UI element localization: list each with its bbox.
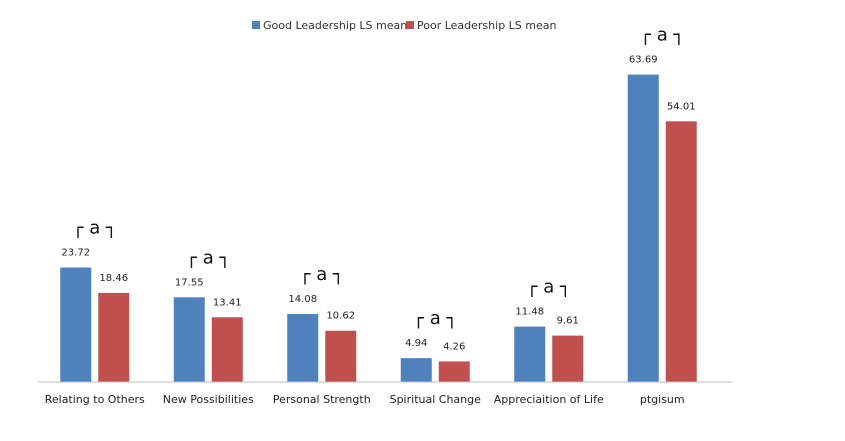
x-tick-label-4: Appreciaition of Life (494, 393, 604, 406)
value-label-good-2: 14.08 (288, 294, 317, 305)
bar-good-0 (60, 267, 92, 382)
legend: Good Leadership LS mean Poor Leadership … (252, 19, 557, 32)
bar-poor-3 (438, 361, 470, 382)
significance-annotation-2: ┌ a ┐ (300, 264, 344, 285)
legend-swatch-good (252, 21, 260, 29)
value-label-poor-3: 4.26 (443, 341, 465, 352)
x-tick-label-5: ptgisum (640, 393, 685, 406)
value-label-poor-0: 18.46 (99, 273, 128, 284)
x-tick-label-3: Spiritual Change (390, 393, 482, 406)
bar-poor-2 (325, 330, 357, 382)
bar-poor-5 (665, 121, 697, 382)
significance-annotation-5: ┌ a ┐ (640, 25, 684, 46)
significance-annotation-4: ┌ a ┐ (527, 277, 571, 298)
value-label-good-0: 23.72 (61, 248, 90, 259)
chart-frame: Good Leadership LS mean Poor Leadership … (38, 0, 828, 437)
x-tick-label-2: Personal Strength (273, 393, 371, 406)
value-label-good-4: 11.48 (515, 307, 544, 318)
bar-poor-4 (552, 335, 584, 382)
bar-good-2 (287, 314, 319, 382)
value-label-poor-5: 54.01 (667, 101, 696, 112)
bar-good-3 (400, 358, 432, 382)
bar-good-4 (514, 326, 546, 382)
bar-good-1 (173, 297, 205, 382)
bar-poor-1 (211, 317, 243, 382)
bar-poor-0 (98, 292, 130, 382)
legend-label-poor: Poor Leadership LS mean (417, 19, 557, 32)
value-label-poor-2: 10.62 (326, 311, 355, 322)
legend-label-good: Good Leadership LS mean (263, 19, 407, 32)
value-label-good-1: 17.55 (175, 277, 204, 288)
bar-chart: Good Leadership LS mean Poor Leadership … (38, 19, 732, 406)
value-label-good-3: 4.94 (405, 338, 427, 349)
significance-annotation-0: ┌ a ┐ (73, 218, 117, 239)
legend-swatch-poor (406, 21, 414, 29)
value-label-poor-4: 9.61 (557, 316, 579, 327)
x-tick-label-1: New Possibilities (163, 393, 254, 406)
significance-annotation-1: ┌ a ┐ (186, 247, 230, 268)
x-tick-label-0: Relating to Others (45, 393, 145, 406)
value-label-poor-1: 13.41 (213, 297, 242, 308)
bar-good-5 (627, 74, 659, 382)
value-label-good-5: 63.69 (629, 55, 658, 66)
significance-annotation-3: ┌ a ┐ (413, 308, 457, 329)
